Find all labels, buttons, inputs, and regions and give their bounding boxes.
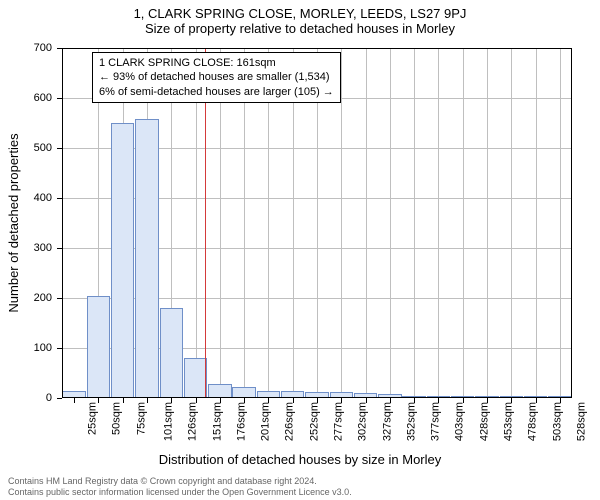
ytick-label: 600 [34, 92, 52, 104]
xtick-mark [390, 398, 391, 403]
gridline-v [366, 48, 367, 398]
ytick-label: 700 [34, 42, 52, 54]
xtick-mark [220, 398, 221, 403]
xtick-label: 201sqm [260, 402, 272, 441]
xtick-label: 528sqm [575, 402, 587, 441]
xtick-mark [147, 398, 148, 403]
xtick-mark [123, 398, 124, 403]
ytick-mark [57, 398, 62, 399]
ytick-label: 0 [46, 392, 52, 404]
histogram-bar [208, 384, 231, 398]
xtick-label: 377sqm [430, 402, 442, 441]
xtick-label: 101sqm [163, 402, 175, 441]
gridline-v [560, 48, 561, 398]
axis-bottom [62, 397, 572, 398]
xtick-label: 75sqm [135, 402, 147, 435]
gridline-v [438, 48, 439, 398]
xtick-label: 277sqm [333, 402, 345, 441]
axis-right [571, 48, 572, 398]
x-axis-label: Distribution of detached houses by size … [0, 452, 600, 467]
xtick-mark [463, 398, 464, 403]
page-title-sub: Size of property relative to detached ho… [0, 21, 600, 40]
xtick-label: 428sqm [478, 402, 490, 441]
xtick-mark [341, 398, 342, 403]
xtick-label: 352sqm [405, 402, 417, 441]
info-line: ← 93% of detached houses are smaller (1,… [99, 70, 334, 84]
info-line: 1 CLARK SPRING CLOSE: 161sqm [99, 56, 334, 70]
gridline-v [390, 48, 391, 398]
reference-info-box: 1 CLARK SPRING CLOSE: 161sqm← 93% of det… [92, 52, 341, 103]
xtick-mark [317, 398, 318, 403]
xtick-label: 453sqm [503, 402, 515, 441]
xtick-mark [487, 398, 488, 403]
histogram-bar [135, 119, 158, 398]
xtick-label: 403sqm [454, 402, 466, 441]
footer-attribution: Contains HM Land Registry data © Crown c… [8, 476, 352, 498]
xtick-label: 302sqm [357, 402, 369, 441]
histogram-bar [160, 308, 183, 398]
histogram-bar [87, 296, 110, 399]
ytick-label: 400 [34, 192, 52, 204]
page-title-main: 1, CLARK SPRING CLOSE, MORLEY, LEEDS, LS… [0, 0, 600, 21]
footer-line2: Contains public sector information licen… [8, 487, 352, 498]
axis-left [62, 48, 63, 398]
xtick-mark [171, 398, 172, 403]
xtick-mark [536, 398, 537, 403]
xtick-label: 151sqm [211, 402, 223, 441]
info-line: 6% of semi-detached houses are larger (1… [99, 85, 334, 99]
xtick-mark [98, 398, 99, 403]
xtick-label: 226sqm [284, 402, 296, 441]
xtick-mark [511, 398, 512, 403]
gridline-v [463, 48, 464, 398]
chart-plot-area: 010020030040050060070025sqm50sqm75sqm101… [62, 48, 572, 398]
xtick-label: 478sqm [527, 402, 539, 441]
xtick-label: 50sqm [111, 402, 123, 435]
ytick-label: 300 [34, 242, 52, 254]
xtick-label: 327sqm [381, 402, 393, 441]
gridline-v [341, 48, 342, 398]
footer-line1: Contains HM Land Registry data © Crown c… [8, 476, 352, 487]
gridline-v [536, 48, 537, 398]
ytick-label: 200 [34, 292, 52, 304]
xtick-mark [268, 398, 269, 403]
xtick-mark [366, 398, 367, 403]
xtick-mark [438, 398, 439, 403]
xtick-mark [74, 398, 75, 403]
xtick-label: 176sqm [235, 402, 247, 441]
xtick-mark [293, 398, 294, 403]
gridline-v [511, 48, 512, 398]
y-axis-label: Number of detached properties [6, 133, 21, 312]
xtick-mark [244, 398, 245, 403]
histogram-bar [184, 358, 207, 398]
xtick-mark [560, 398, 561, 403]
xtick-mark [196, 398, 197, 403]
xtick-label: 252sqm [308, 402, 320, 441]
gridline-v [487, 48, 488, 398]
xtick-label: 126sqm [187, 402, 199, 441]
axis-top [62, 48, 572, 49]
xtick-mark [414, 398, 415, 403]
gridline-v [414, 48, 415, 398]
ytick-label: 100 [34, 342, 52, 354]
xtick-label: 25sqm [87, 402, 99, 435]
ytick-label: 500 [34, 142, 52, 154]
histogram-bar [111, 123, 134, 398]
xtick-label: 503sqm [551, 402, 563, 441]
